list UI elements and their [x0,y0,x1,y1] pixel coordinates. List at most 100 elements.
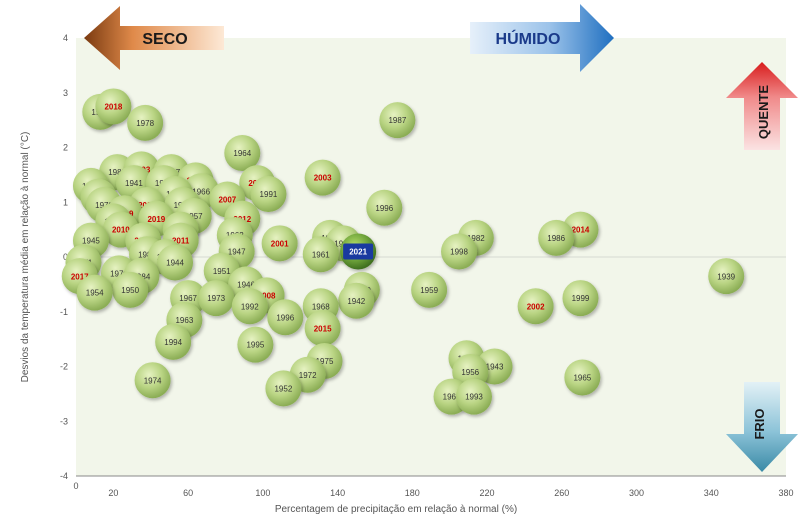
data-point-label: 1939 [717,272,735,281]
x-tick-label: 180 [405,488,420,498]
data-point-marker [127,104,164,141]
y-tick-label: 1 [63,197,68,207]
data-point-marker [366,189,403,226]
data-point-label: 1965 [573,374,591,383]
data-point: 1996 [267,299,304,336]
y-tick-label: 3 [63,88,68,98]
data-point: 1998 [441,233,478,270]
data-point-marker [95,88,132,125]
data-point-label: 1967 [179,294,197,303]
data-point-label: 1964 [233,149,251,158]
x-tick-label: 100 [255,488,270,498]
data-point-label: 1963 [175,316,193,325]
data-point: 1987 [379,102,416,139]
data-point: 1959 [411,271,448,308]
data-point-label: 2011 [172,237,190,246]
data-point: 2021 [340,233,377,270]
data-point: 1964 [224,134,261,171]
data-point-label: 1943 [486,363,504,372]
frio-label: FRIO [752,408,767,439]
y-tick-label: -4 [60,471,68,481]
data-point-label: 1957 [185,212,203,221]
data-point-label: 2010 [112,226,130,235]
data-point-label: 1973 [207,294,225,303]
data-point-marker [455,378,492,415]
y-tick-label: -3 [60,416,68,426]
data-point-label: 2019 [147,215,165,224]
humido-label: HÚMIDO [496,29,561,48]
x-tick-label: 340 [704,488,719,498]
x-tick-label: 140 [330,488,345,498]
data-point-label: 1998 [450,248,468,257]
data-point-marker [708,258,745,295]
data-point-label: 1989 [138,250,156,259]
x-tick-label: 260 [554,488,569,498]
data-point-marker [302,236,339,273]
data-point: 1961 [302,236,339,273]
data-point-marker [112,271,149,308]
data-point-label: 1951 [213,267,231,276]
data-point-marker [564,359,601,396]
data-point-label: 1941 [125,179,143,188]
data-point-marker [304,310,341,347]
data-point-marker [517,288,554,325]
data-point-label: 1996 [276,313,294,322]
data-point-label: 1954 [86,289,104,298]
x-axis-ticks: 0 20 60 100 140 180 220 260 300 340 380 [73,481,793,498]
data-point-marker [265,370,302,407]
humido-arrow: HÚMIDO [470,4,614,72]
x-tick-label: 0 [73,481,78,491]
x-tick-label: 380 [778,488,793,498]
data-point-label: 2007 [218,196,236,205]
y-tick-label: 0 [63,252,68,262]
data-point-label: 1966 [192,187,210,196]
data-point: 2003 [304,159,341,196]
data-point: 1986 [538,219,575,256]
current-year-badge [343,243,374,260]
data-point-label: 1982 [467,234,485,243]
data-point-label: 1959 [420,286,438,295]
data-point-label: 1992 [241,302,259,311]
y-tick-label: -1 [60,307,68,317]
data-point: 1992 [231,288,268,325]
data-point-label: 1969 [443,393,461,402]
data-point-marker [379,102,416,139]
data-point: 2001 [261,225,298,262]
data-point-marker [155,323,192,360]
data-point: 1978 [127,104,164,141]
data-points: 1985201819781987196419832003199720031948… [61,88,745,415]
seco-label: SECO [142,31,187,48]
data-point: 1939 [708,258,745,295]
frio-arrow: FRIO [726,382,798,472]
data-point-marker [441,233,478,270]
data-point: 1950 [112,271,149,308]
data-point-marker [198,280,235,317]
y-tick-label: 2 [63,143,68,153]
data-point-label: 1952 [274,385,292,394]
y-tick-label: -2 [60,362,68,372]
data-point-marker [411,271,448,308]
data-point: 1974 [134,362,171,399]
data-point: 1995 [237,326,274,363]
y-axis-title: Desvios da temperatura média em relação … [20,132,31,383]
data-point: 1991 [250,176,287,213]
data-point-label: 2002 [527,302,545,311]
data-point-label: 2018 [104,103,122,112]
data-point: 1999 [562,280,599,317]
data-point-marker [134,362,171,399]
data-point-marker [267,299,304,336]
data-point: 2015 [304,310,341,347]
data-point-label: 1979 [110,270,128,279]
data-point: 2002 [517,288,554,325]
y-tick-label: 4 [63,33,68,43]
data-point-label: 1944 [166,259,184,268]
data-point-label: 1975 [316,357,334,366]
data-point-label: 1986 [547,234,565,243]
data-point-label: 1987 [388,116,406,125]
data-point-marker [237,326,274,363]
data-point: 1973 [198,280,235,317]
data-point: 2018 [95,88,132,125]
data-point-label: 2017 [71,272,89,281]
data-point-label: 1994 [164,338,182,347]
data-point-label: 2008 [258,291,276,300]
